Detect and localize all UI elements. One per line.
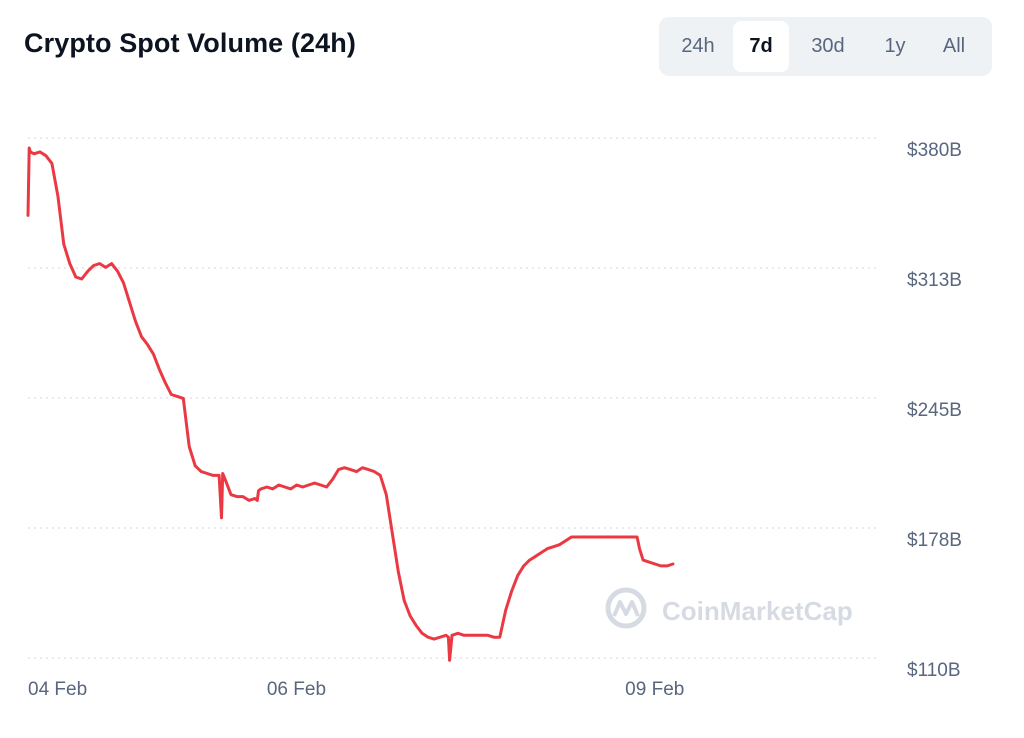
coinmarketcap-logo-icon xyxy=(605,587,647,629)
watermark: CoinMarketCap xyxy=(605,587,853,629)
tab-all[interactable]: All xyxy=(942,35,966,57)
x-tick-label: 06 Feb xyxy=(267,679,326,700)
y-tick-label: $178B xyxy=(907,530,962,551)
page-title: Crypto Spot Volume (24h) xyxy=(24,28,356,58)
tab-24h[interactable]: 24h xyxy=(681,35,715,57)
tab-1y[interactable]: 1y xyxy=(884,35,906,57)
watermark-text: CoinMarketCap xyxy=(662,596,853,626)
x-tick-label: 09 Feb xyxy=(625,679,684,700)
y-axis-ticks: $110B $178B $245B $313B $380B xyxy=(907,140,962,681)
y-tick-label: $245B xyxy=(907,400,962,421)
x-tick-label: 04 Feb xyxy=(28,679,87,700)
x-axis-ticks: 04 Feb 06 Feb 09 Feb xyxy=(28,679,684,700)
grid-lines xyxy=(28,137,876,659)
tab-7d[interactable]: 7d xyxy=(733,21,789,72)
tab-30d[interactable]: 30d xyxy=(811,35,845,57)
series-line xyxy=(26,146,675,662)
y-tick-label: $380B xyxy=(907,140,962,161)
y-tick-label: $110B xyxy=(907,660,961,681)
time-range-selector: 24h 7d 30d 1y All xyxy=(659,17,992,76)
y-tick-label: $313B xyxy=(907,270,962,291)
